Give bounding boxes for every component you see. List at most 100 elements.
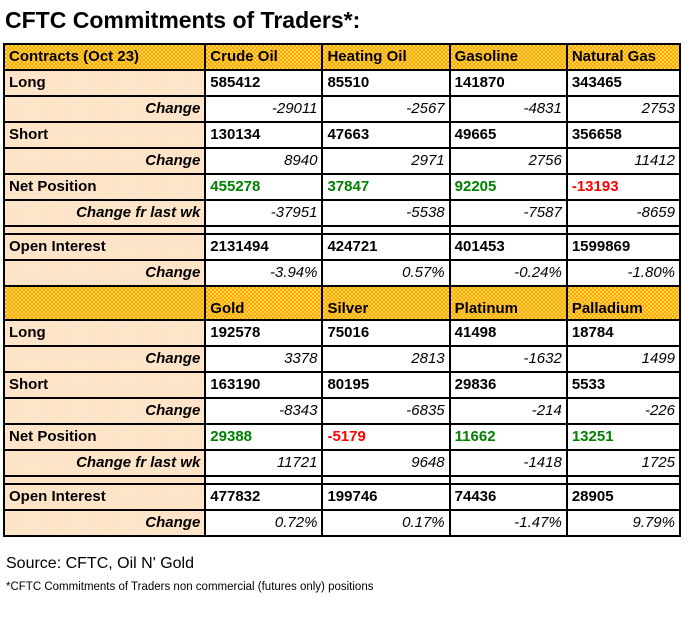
column-header-palladium: Palladium — [565, 285, 682, 321]
table-cell: 11662 — [448, 423, 568, 451]
table-cell: 47663 — [321, 121, 451, 149]
table-cell: 75016 — [321, 319, 451, 347]
table-cell: -4831 — [448, 95, 568, 123]
table-cell: -29011 — [204, 95, 324, 123]
row-label-open-interest: Open Interest — [2, 483, 207, 511]
table-cell: -3.94% — [204, 259, 324, 287]
table-cell: 29388 — [204, 423, 324, 451]
table-cell: 28905 — [565, 483, 682, 511]
table-cell: -214 — [448, 397, 568, 425]
table-cell: 1725 — [565, 449, 682, 477]
table-cell: -5179 — [321, 423, 451, 451]
table-cell: 0.57% — [321, 259, 451, 287]
table-cell: 74436 — [448, 483, 568, 511]
table-row: Long 192578 75016 41498 18784 — [2, 319, 682, 347]
table-row: Change 0.72% 0.17% -1.47% 9.79% — [2, 509, 682, 537]
table-cell: -6835 — [321, 397, 451, 425]
table-cell: 5533 — [565, 371, 682, 399]
table-cell: 9.79% — [565, 509, 682, 537]
table-cell: -8343 — [204, 397, 324, 425]
source-text: Source: CFTC, Oil N' Gold — [6, 555, 194, 572]
table-row: Change fr last wk -37951 -5538 -7587 -8659 — [2, 199, 682, 227]
page-title: CFTC Commitments of Traders*: — [5, 7, 361, 33]
table-cell — [448, 225, 568, 235]
column-header-gasoline: Gasoline — [448, 43, 568, 71]
table-cell: 199746 — [321, 483, 451, 511]
table-cell: 2971 — [321, 147, 451, 175]
row-label-change: Change — [2, 95, 207, 123]
table-cell — [321, 475, 451, 485]
table-cell: 80195 — [321, 371, 451, 399]
table-cell: 11721 — [204, 449, 324, 477]
row-label-short: Short — [2, 121, 207, 149]
table-row: Long 585412 85510 141870 343465 — [2, 69, 682, 97]
table-cell: 18784 — [565, 319, 682, 347]
table-cell: 37847 — [321, 173, 451, 201]
table-row — [2, 475, 682, 485]
column-header-blank — [2, 285, 207, 321]
column-header-silver: Silver — [321, 285, 451, 321]
table-cell: -37951 — [204, 199, 324, 227]
table-row: Change 3378 2813 -1632 1499 — [2, 345, 682, 373]
table-cell: 356658 — [565, 121, 682, 149]
column-header-crude-oil: Crude Oil — [204, 43, 324, 71]
table-cell: -1632 — [448, 345, 568, 373]
table-cell — [204, 475, 324, 485]
row-label-change: Change — [2, 509, 207, 537]
row-label-long: Long — [2, 69, 207, 97]
table-cell: 2753 — [565, 95, 682, 123]
table-cell: 29836 — [448, 371, 568, 399]
table-cell: 424721 — [321, 233, 451, 261]
table-row: Change -8343 -6835 -214 -226 — [2, 397, 682, 425]
cot-table: Contracts (Oct 23) Crude Oil Heating Oil Ga… — [2, 43, 682, 537]
column-header-platinum: Platinum — [448, 285, 568, 321]
row-label-change: Change — [2, 397, 207, 425]
table-cell: 13251 — [565, 423, 682, 451]
row-label-change-fr-last-wk: Change fr last wk — [2, 449, 207, 477]
row-label-short: Short — [2, 371, 207, 399]
table-cell: 141870 — [448, 69, 568, 97]
footer: Source: CFTC, Oil N' Gold *CFTC Commitme… — [6, 555, 697, 593]
table-row: Net Position 455278 37847 92205 -13193 — [2, 173, 682, 201]
table-cell — [321, 225, 451, 235]
table-cell: 85510 — [321, 69, 451, 97]
row-label-change: Change — [2, 147, 207, 175]
table-cell: 163190 — [204, 371, 324, 399]
table-row: Open Interest 477832 199746 74436 28905 — [2, 483, 682, 511]
row-label-blank — [2, 225, 207, 235]
table-cell: 1599869 — [565, 233, 682, 261]
header-row: Contracts (Oct 23) Crude Oil Heating Oil Ga… — [2, 43, 682, 71]
cot-table-wrap: Contracts (Oct 23) Crude Oil Heating Oil Ga… — [2, 43, 697, 537]
row-label-long: Long — [2, 319, 207, 347]
table-cell: 0.17% — [321, 509, 451, 537]
table-cell: -1.80% — [565, 259, 682, 287]
table-row — [2, 225, 682, 235]
table-cell — [448, 475, 568, 485]
table-cell: 455278 — [204, 173, 324, 201]
table-cell: -13193 — [565, 173, 682, 201]
table-cell: 585412 — [204, 69, 324, 97]
column-header-contracts-oct-23: Contracts (Oct 23) — [2, 43, 207, 71]
table-cell: 92205 — [448, 173, 568, 201]
column-header-natural-gas: Natural Gas — [565, 43, 682, 71]
table-cell: 41498 — [448, 319, 568, 347]
row-label-change-fr-last-wk: Change fr last wk — [2, 199, 207, 227]
table-cell: 401453 — [448, 233, 568, 261]
table-cell: 2813 — [321, 345, 451, 373]
table-row: Change -3.94% 0.57% -0.24% -1.80% — [2, 259, 682, 287]
row-label-net-position: Net Position — [2, 423, 207, 451]
table-row: Change -29011 -2567 -4831 2753 — [2, 95, 682, 123]
table-cell: 192578 — [204, 319, 324, 347]
table-cell: 477832 — [204, 483, 324, 511]
table-cell: 2131494 — [204, 233, 324, 261]
column-header-gold: Gold — [204, 285, 324, 321]
table-cell — [565, 475, 682, 485]
row-label-change: Change — [2, 345, 207, 373]
table-cell: -226 — [565, 397, 682, 425]
row-label-net-position: Net Position — [2, 173, 207, 201]
header-row: Gold Silver Platinum Palladium — [2, 285, 682, 321]
table-cell: 0.72% — [204, 509, 324, 537]
table-row: Open Interest 2131494 424721 401453 1599869 — [2, 233, 682, 261]
table-cell: 9648 — [321, 449, 451, 477]
table-cell: 1499 — [565, 345, 682, 373]
